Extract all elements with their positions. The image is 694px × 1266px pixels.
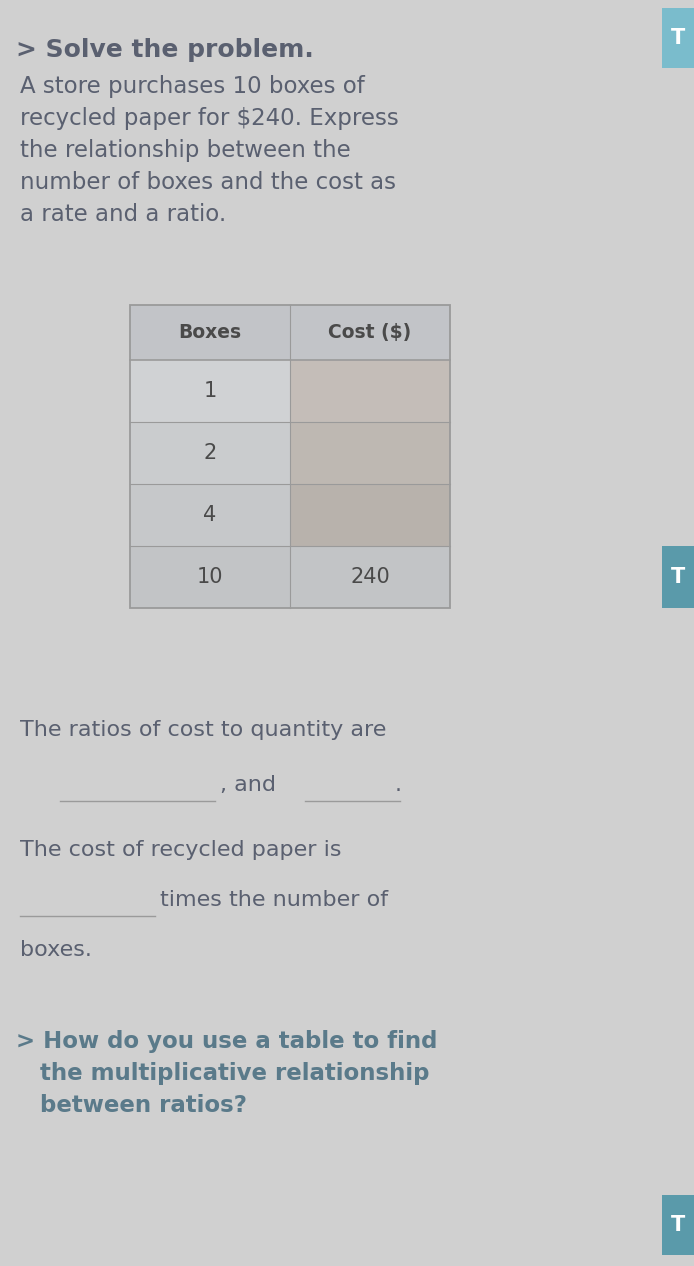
Bar xyxy=(130,422,290,484)
Text: times the number of: times the number of xyxy=(160,890,388,910)
Text: T: T xyxy=(671,1215,685,1236)
Text: T: T xyxy=(671,28,685,48)
Bar xyxy=(290,484,450,546)
Text: > Solve the problem.: > Solve the problem. xyxy=(16,38,314,62)
Text: T: T xyxy=(671,567,685,587)
Text: boxes.: boxes. xyxy=(20,939,92,960)
Bar xyxy=(290,546,450,608)
Bar xyxy=(130,546,290,608)
Text: The ratios of cost to quantity are: The ratios of cost to quantity are xyxy=(20,720,387,741)
Bar xyxy=(130,305,450,360)
Bar xyxy=(130,484,290,546)
Text: 4: 4 xyxy=(203,505,217,525)
Text: .: . xyxy=(395,775,402,795)
Bar xyxy=(130,360,290,422)
Bar xyxy=(662,1195,694,1255)
Text: 10: 10 xyxy=(197,567,223,587)
Bar xyxy=(130,305,450,608)
Text: Boxes: Boxes xyxy=(178,323,242,342)
Bar xyxy=(662,8,694,68)
Bar xyxy=(662,546,694,608)
Text: Cost ($): Cost ($) xyxy=(328,323,412,342)
Text: A store purchases 10 boxes of
recycled paper for $240. Express
the relationship : A store purchases 10 boxes of recycled p… xyxy=(20,75,399,227)
Bar xyxy=(290,360,450,422)
Bar xyxy=(290,422,450,484)
Text: The cost of recycled paper is: The cost of recycled paper is xyxy=(20,841,341,860)
Text: 1: 1 xyxy=(203,381,217,401)
Text: 240: 240 xyxy=(350,567,390,587)
Text: > How do you use a table to find
   the multiplicative relationship
   between r: > How do you use a table to find the mul… xyxy=(16,1031,437,1117)
Text: , and: , and xyxy=(220,775,276,795)
Text: 2: 2 xyxy=(203,443,217,463)
